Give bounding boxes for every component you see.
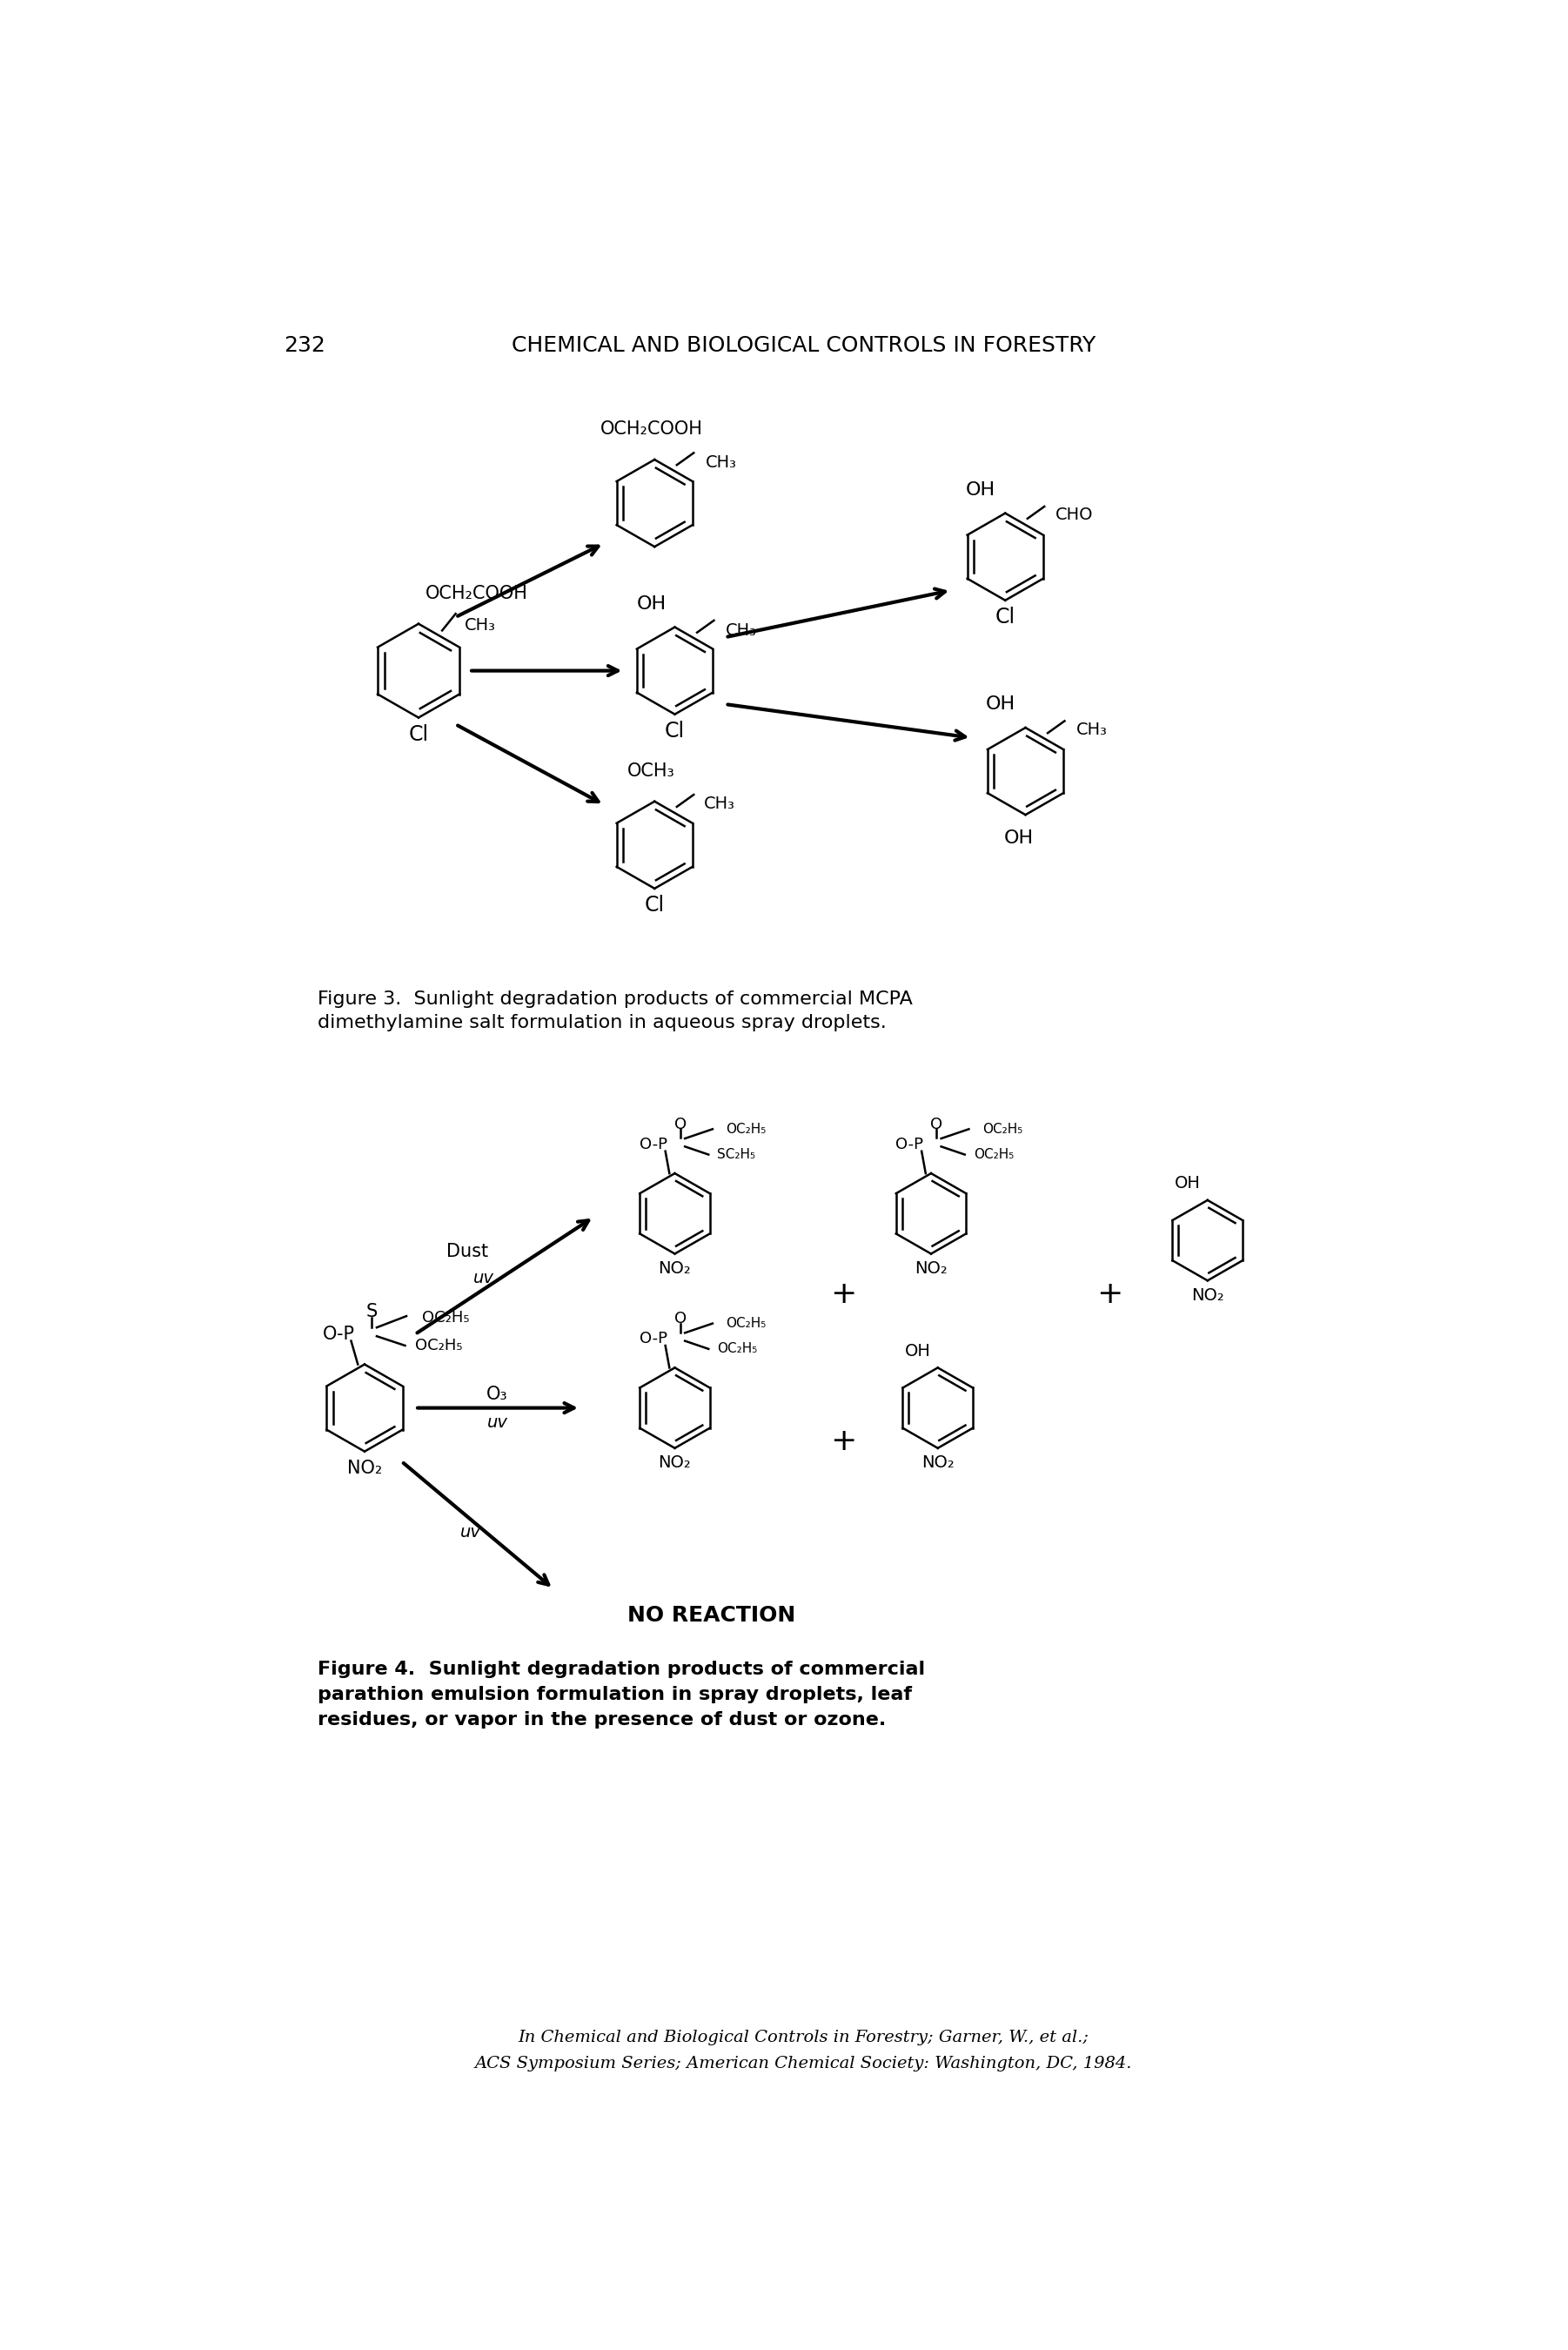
Text: O: O xyxy=(930,1116,942,1133)
Text: CH₃: CH₃ xyxy=(464,616,495,634)
Text: CH₃: CH₃ xyxy=(1076,721,1107,738)
Text: SC₂H₅: SC₂H₅ xyxy=(717,1149,756,1161)
Text: OH: OH xyxy=(1004,830,1033,846)
Text: Dust: Dust xyxy=(447,1243,488,1260)
Text: OH: OH xyxy=(986,696,1016,712)
Text: OCH₃: OCH₃ xyxy=(627,761,674,780)
Text: OC₂H₅: OC₂H₅ xyxy=(974,1149,1014,1161)
Text: OH: OH xyxy=(637,595,666,613)
Text: CH₃: CH₃ xyxy=(706,454,737,472)
Text: O-P: O-P xyxy=(323,1325,354,1342)
Text: OH: OH xyxy=(1174,1175,1201,1191)
Text: uv: uv xyxy=(459,1523,481,1539)
Text: OC₂H₅: OC₂H₅ xyxy=(717,1342,757,1356)
Text: Cl: Cl xyxy=(665,721,685,743)
Text: S: S xyxy=(365,1304,376,1321)
Text: +: + xyxy=(829,1278,856,1309)
Text: CH₃: CH₃ xyxy=(704,794,735,811)
Text: NO₂: NO₂ xyxy=(914,1260,947,1276)
Text: Cl: Cl xyxy=(644,895,665,916)
Text: OC₂H₅: OC₂H₅ xyxy=(726,1316,767,1330)
Text: +: + xyxy=(829,1426,856,1457)
Text: NO₂: NO₂ xyxy=(922,1455,955,1471)
Text: uv: uv xyxy=(488,1415,508,1431)
Text: O: O xyxy=(674,1311,687,1328)
Text: Figure 3.  Sunlight degradation products of commercial MCPA: Figure 3. Sunlight degradation products … xyxy=(317,989,913,1008)
Text: O₃: O₃ xyxy=(486,1386,508,1403)
Text: 232: 232 xyxy=(284,336,325,357)
Text: OC₂H₅: OC₂H₅ xyxy=(726,1123,767,1135)
Text: Figure 4.  Sunlight degradation products of commercial: Figure 4. Sunlight degradation products … xyxy=(317,1661,925,1678)
Text: OH: OH xyxy=(966,482,996,498)
Text: Cl: Cl xyxy=(409,724,428,745)
Text: NO₂: NO₂ xyxy=(1192,1288,1225,1304)
Text: ACS Symposium Series; American Chemical Society: Washington, DC, 1984.: ACS Symposium Series; American Chemical … xyxy=(475,2056,1132,2070)
Text: NO₂: NO₂ xyxy=(659,1455,691,1471)
Text: CH₃: CH₃ xyxy=(726,623,757,639)
Text: OC₂H₅: OC₂H₅ xyxy=(422,1309,469,1325)
Text: OH: OH xyxy=(905,1342,931,1358)
Text: CHO: CHO xyxy=(1055,508,1093,524)
Text: parathion emulsion formulation in spray droplets, leaf: parathion emulsion formulation in spray … xyxy=(317,1685,911,1704)
Text: Cl: Cl xyxy=(996,606,1016,627)
Text: NO₂: NO₂ xyxy=(347,1459,383,1476)
Text: CHEMICAL AND BIOLOGICAL CONTROLS IN FORESTRY: CHEMICAL AND BIOLOGICAL CONTROLS IN FORE… xyxy=(511,336,1096,357)
Text: dimethylamine salt formulation in aqueous spray droplets.: dimethylamine salt formulation in aqueou… xyxy=(317,1013,886,1032)
Text: +: + xyxy=(1096,1278,1123,1309)
Text: OC₂H₅: OC₂H₅ xyxy=(416,1337,463,1354)
Text: OCH₂COOH: OCH₂COOH xyxy=(425,585,528,602)
Text: O: O xyxy=(674,1116,687,1133)
Text: O-P: O-P xyxy=(640,1330,666,1347)
Text: NO REACTION: NO REACTION xyxy=(627,1605,795,1626)
Text: OCH₂COOH: OCH₂COOH xyxy=(601,421,702,437)
Text: O-P: O-P xyxy=(640,1137,666,1152)
Text: In Chemical and Biological Controls in Forestry; Garner, W., et al.;: In Chemical and Biological Controls in F… xyxy=(517,2030,1090,2047)
Text: uv: uv xyxy=(474,1271,494,1288)
Text: residues, or vapor in the presence of dust or ozone.: residues, or vapor in the presence of du… xyxy=(317,1711,886,1730)
Text: OC₂H₅: OC₂H₅ xyxy=(982,1123,1022,1135)
Text: NO₂: NO₂ xyxy=(659,1260,691,1276)
Text: O-P: O-P xyxy=(895,1137,924,1152)
